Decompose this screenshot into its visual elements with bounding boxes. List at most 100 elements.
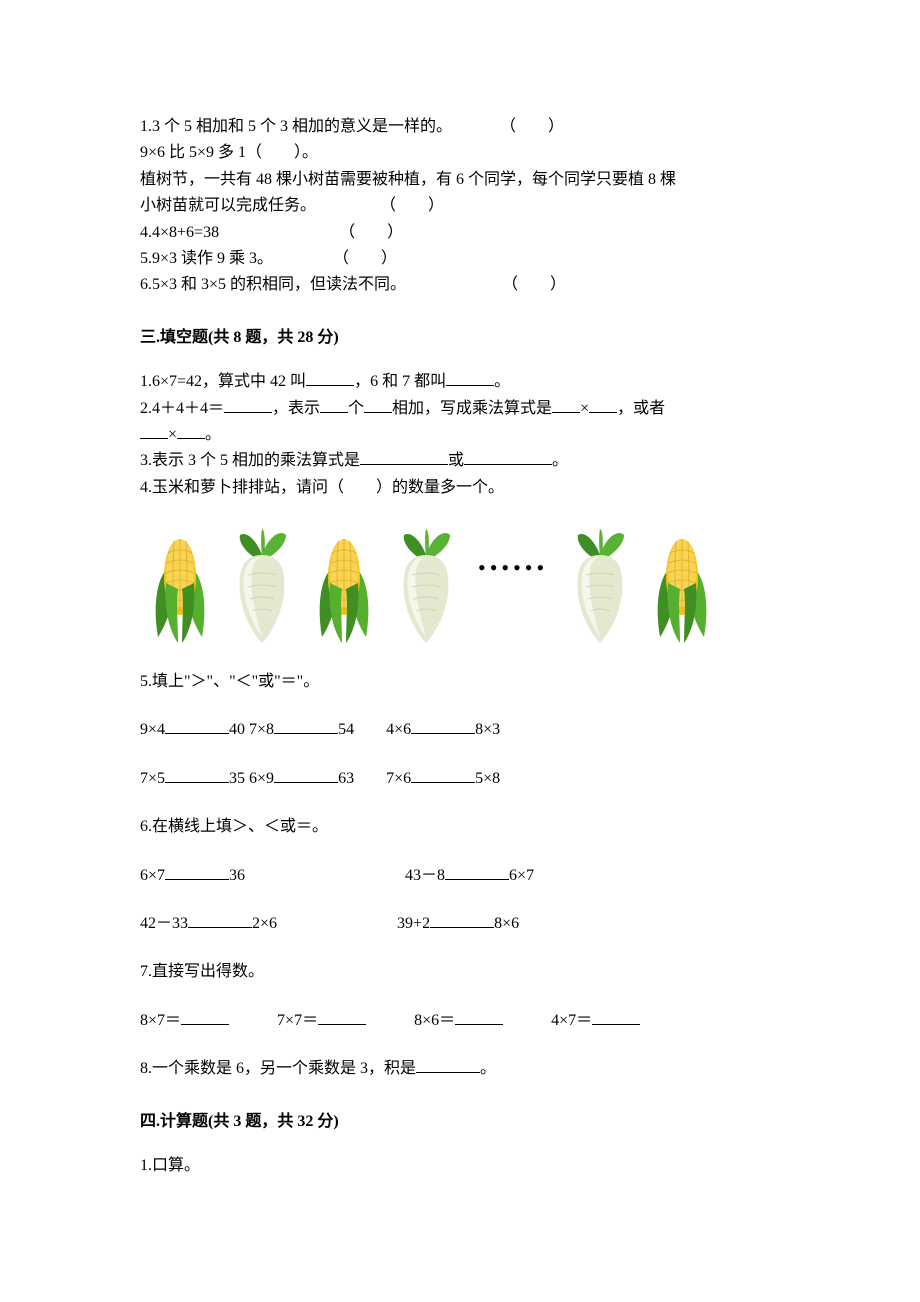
gap <box>354 721 386 738</box>
expr: 39+2 <box>397 915 430 932</box>
expr: 63 <box>338 770 354 787</box>
tf-item-1: 1.3 个 5 相加和 5 个 3 相加的意义是一样的。 （ ） <box>140 114 780 140</box>
expr: 40 7×8 <box>229 721 274 738</box>
document-page: 1.3 个 5 相加和 5 个 3 相加的意义是一样的。 （ ） 9×6 比 5… <box>0 0 920 1302</box>
tf-item-2: 9×6 比 5×9 多 1（ ）。 <box>140 140 780 166</box>
text: 6.5×3 和 3×5 的积相同，但读法不同。 （ ） <box>140 276 566 293</box>
tf-item-5: 5.9×3 读作 9 乘 3。 （ ） <box>140 246 780 272</box>
expr: 8×6 <box>494 915 519 932</box>
blank[interactable] <box>165 719 229 734</box>
text: 2.4＋4＋4＝ <box>140 400 224 417</box>
vegetable-row: •••••• <box>140 529 780 647</box>
true-false-block: 1.3 个 5 相加和 5 个 3 相加的意义是一样的。 （ ） 9×6 比 5… <box>140 114 780 299</box>
q3-5-row2: 7×535 6×963 7×65×8 <box>140 766 780 792</box>
expr: 5×8 <box>475 770 500 787</box>
spacer <box>229 1012 277 1029</box>
expr: 42－33 <box>140 915 188 932</box>
radish-icon <box>228 529 296 647</box>
corn-icon <box>312 533 376 647</box>
text: 小树苗就可以完成任务。 （ ） <box>140 197 444 214</box>
blank[interactable] <box>165 767 229 782</box>
fill-blank-block: 1.6×7=42，算式中 42 叫，6 和 7 都叫。 2.4＋4＋4＝ ，表示 个… <box>140 369 780 501</box>
blank[interactable] <box>224 397 272 412</box>
blank[interactable] <box>274 719 338 734</box>
section-4-title: 四.计算题(共 3 题，共 32 分) <box>140 1109 780 1135</box>
text: 。 <box>552 452 568 469</box>
blank[interactable] <box>320 397 348 412</box>
expr: 54 <box>338 721 354 738</box>
expr: 8×3 <box>475 721 500 738</box>
blank[interactable] <box>411 719 475 734</box>
text: × <box>168 426 177 443</box>
blank[interactable] <box>360 450 448 465</box>
ellipsis-dots: •••••• <box>478 550 548 586</box>
text: 植树节，一共有 48 棵小树苗需要被种植，有 6 个同学，每个同学只要植 8 棵 <box>140 171 676 188</box>
blank[interactable] <box>306 371 354 386</box>
q3-1: 1.6×7=42，算式中 42 叫，6 和 7 都叫。 <box>140 369 780 395</box>
text: 。 <box>494 373 510 390</box>
blank[interactable] <box>140 424 168 439</box>
q3-7-intro: 7.直接写出得数。 <box>140 959 780 985</box>
blank[interactable] <box>416 1058 480 1073</box>
blank[interactable] <box>318 1009 366 1024</box>
q3-6-intro: 6.在横线上填＞、＜或＝。 <box>140 814 780 840</box>
text: 个 <box>348 400 364 417</box>
tf-item-4: 4.4×8+6=38 （ ） <box>140 220 780 246</box>
blank[interactable] <box>455 1009 503 1024</box>
expr: 9×4 <box>140 721 165 738</box>
q3-6-row2: 42－33 2×6 39+2 8×6 <box>140 911 780 937</box>
blank[interactable] <box>589 397 617 412</box>
q3-4: 4.玉米和萝卜排排站，请问（ ）的数量多一个。 <box>140 475 780 501</box>
blank[interactable] <box>430 913 494 928</box>
blank[interactable] <box>274 767 338 782</box>
text: 8.一个乘数是 6，另一个乘数是 3，积是 <box>140 1060 416 1077</box>
text: 或 <box>448 452 464 469</box>
radish-icon <box>392 529 460 647</box>
text: ，表示 <box>272 400 320 417</box>
spacer <box>503 1012 551 1029</box>
blank[interactable] <box>411 767 475 782</box>
text: 相加，写成乘法算式是 <box>392 400 552 417</box>
q3-8: 8.一个乘数是 6，另一个乘数是 3，积是 。 <box>140 1056 780 1082</box>
tf-item-3b: 小树苗就可以完成任务。 （ ） <box>140 193 780 219</box>
expr: 4×6 <box>386 721 411 738</box>
blank[interactable] <box>464 450 552 465</box>
q3-7-row: 8×7＝ 7×7＝ 8×6＝ 4×7＝ <box>140 1008 780 1034</box>
text: 1.6×7=42，算式中 42 叫 <box>140 373 306 390</box>
expr: 36 <box>229 867 245 884</box>
corn-icon <box>650 533 714 647</box>
tf-item-3a: 植树节，一共有 48 棵小树苗需要被种植，有 6 个同学，每个同学只要植 8 棵 <box>140 167 780 193</box>
expr: 6×7 <box>140 867 165 884</box>
text: 1.3 个 5 相加和 5 个 3 相加的意义是一样的。 （ ） <box>140 118 564 135</box>
radish-icon <box>566 529 634 647</box>
q3-5-row1: 9×4 40 7×8 54 4×6 8×3 <box>140 717 780 743</box>
q3-3: 3.表示 3 个 5 相加的乘法算式是或。 <box>140 448 780 474</box>
expr: 43－8 <box>405 867 445 884</box>
text: 9×6 比 5×9 多 1（ ）。 <box>140 144 318 161</box>
corn-icon <box>148 533 212 647</box>
section-3-title: 三.填空题(共 8 题，共 28 分) <box>140 325 780 351</box>
blank[interactable] <box>181 1009 229 1024</box>
expr: 6×7 <box>509 867 534 884</box>
calc-item: 8×7＝ <box>140 1012 181 1029</box>
text: 4.4×8+6=38 （ ） <box>140 224 403 241</box>
blank[interactable] <box>364 397 392 412</box>
q4-1: 1.口算。 <box>140 1153 780 1179</box>
blank[interactable] <box>445 864 509 879</box>
blank[interactable] <box>552 397 580 412</box>
blank[interactable] <box>165 864 229 879</box>
blank[interactable] <box>446 371 494 386</box>
blank[interactable] <box>188 913 252 928</box>
expr: 7×6 <box>386 770 411 787</box>
blank[interactable] <box>592 1009 640 1024</box>
calc-item: 4×7＝ <box>551 1012 592 1029</box>
text: 。 <box>480 1060 496 1077</box>
text: 。 <box>205 426 221 443</box>
expr: 2×6 <box>252 915 277 932</box>
gap <box>354 770 386 787</box>
text: × <box>580 400 589 417</box>
text: 5.9×3 读作 9 乘 3。 （ ） <box>140 250 397 267</box>
q3-2: 2.4＋4＋4＝，表示个相加，写成乘法算式是×，或者 ×。 <box>140 396 780 449</box>
blank[interactable] <box>177 424 205 439</box>
expr: 35 6×9 <box>229 770 274 787</box>
